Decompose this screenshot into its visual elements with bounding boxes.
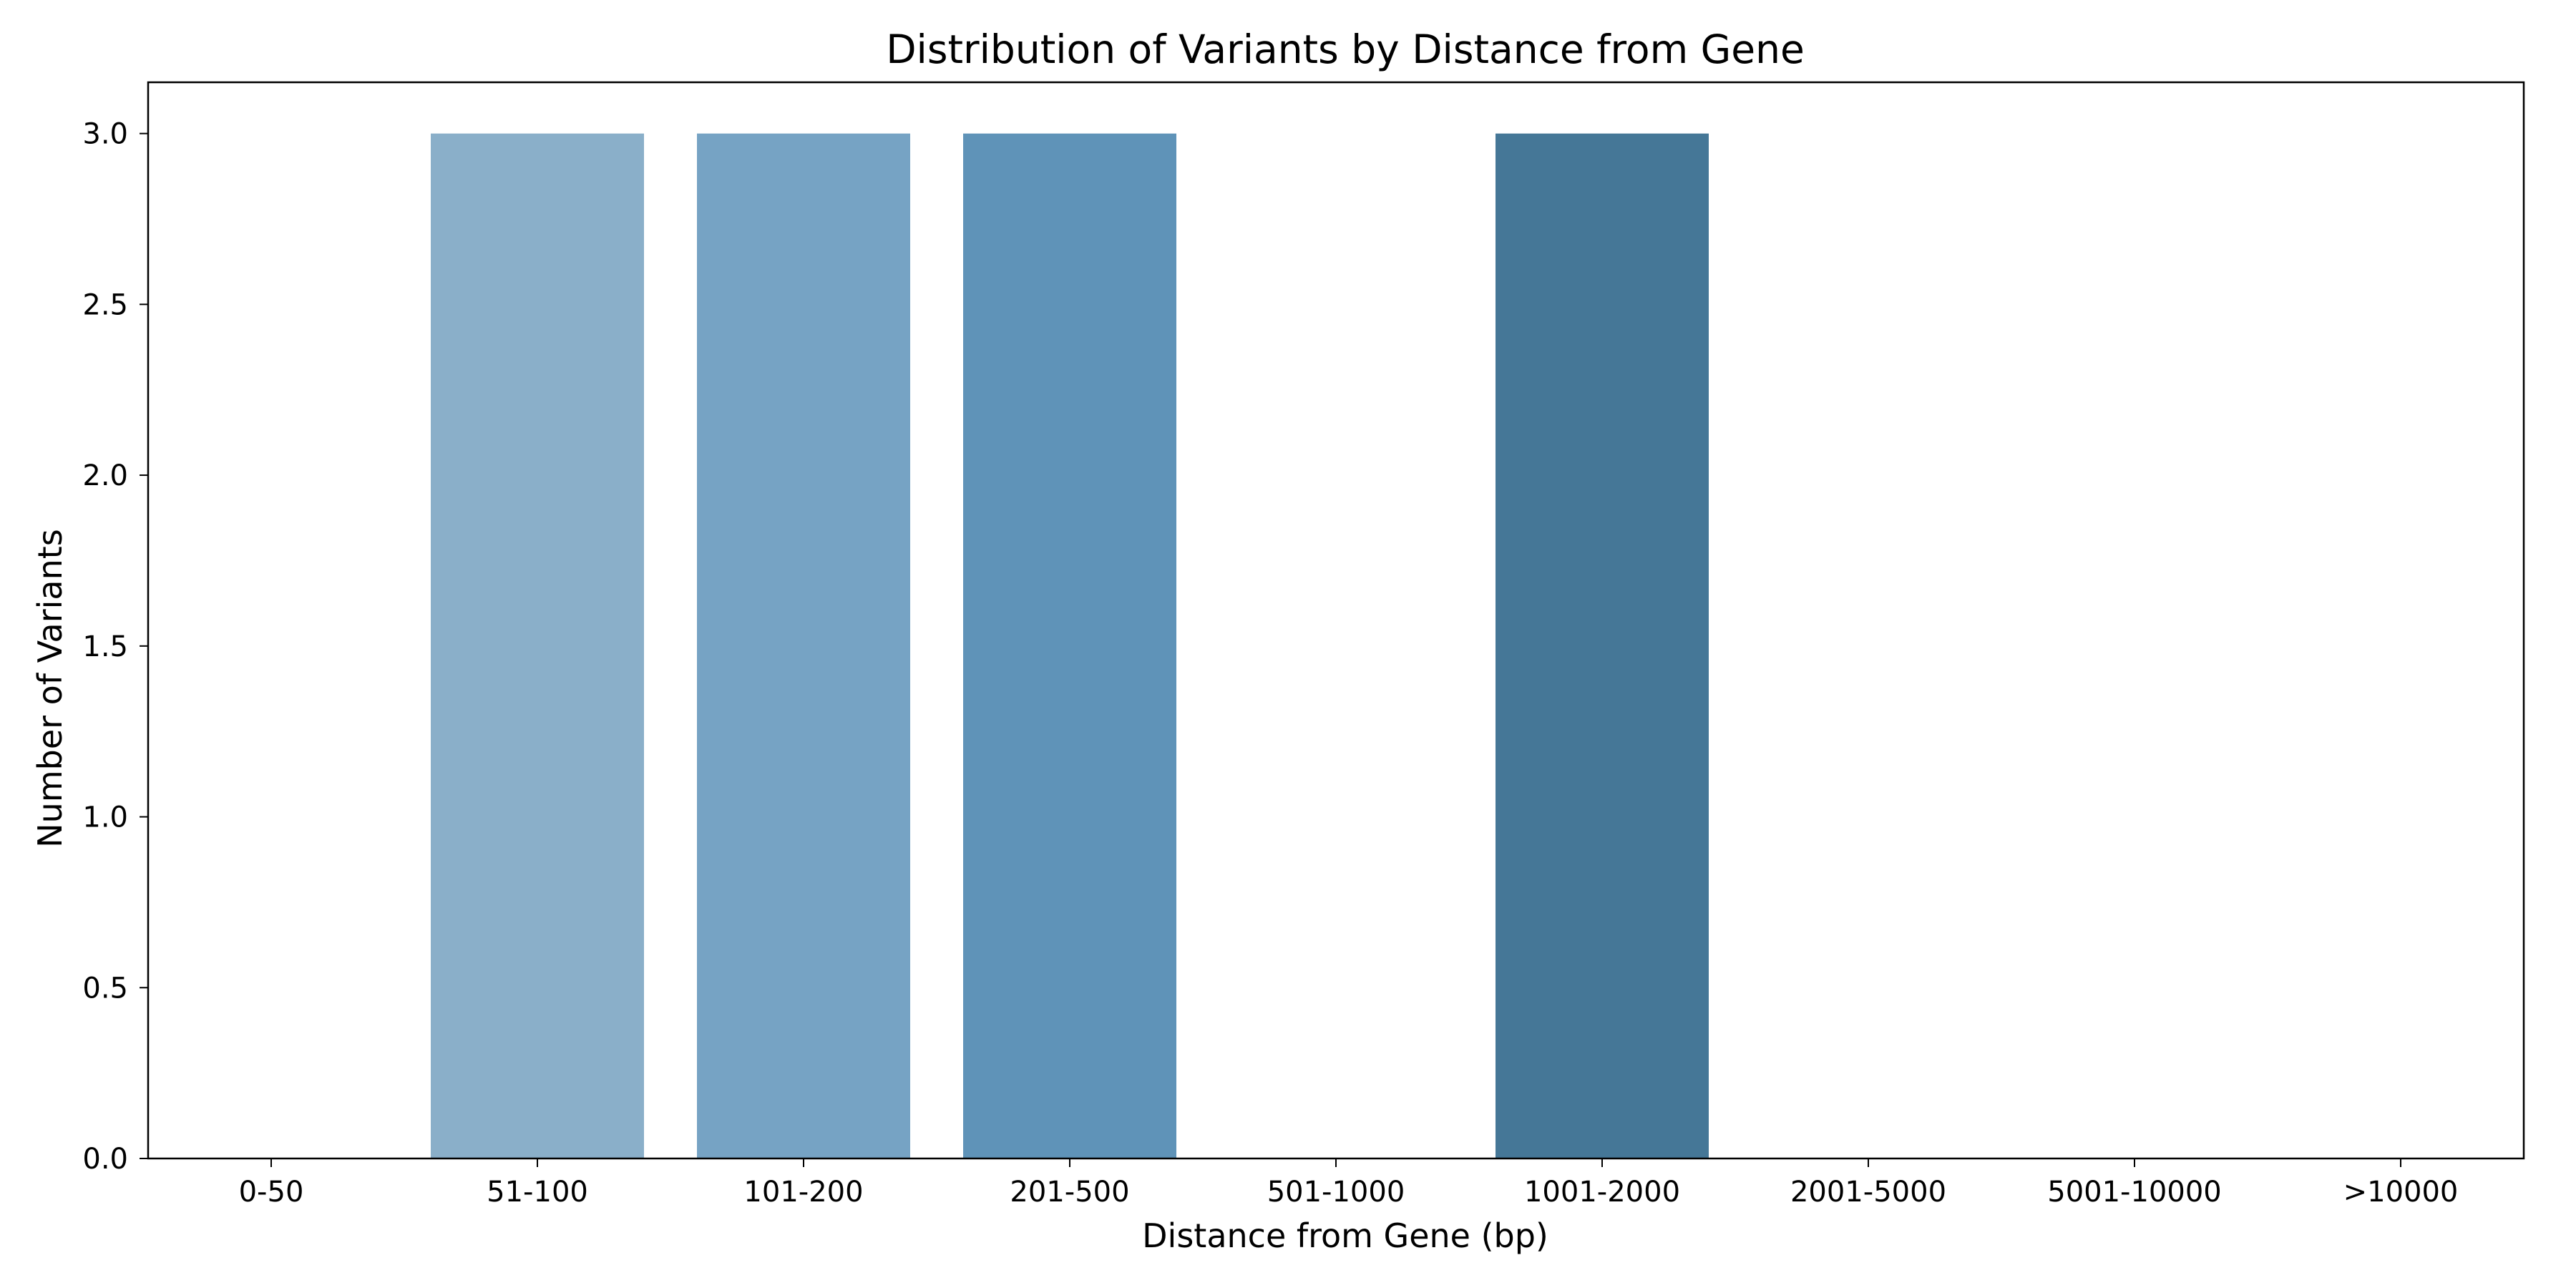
bar-201-500 [963, 133, 1176, 1159]
y-tick-label: 0.5 [82, 972, 128, 1005]
x-tick-label: 2001-5000 [1790, 1176, 1946, 1209]
x-tick-label: 1001-2000 [1524, 1176, 1680, 1209]
x-tick-label: 5001-10000 [2047, 1176, 2221, 1209]
bar-101-200 [697, 133, 910, 1159]
x-tick-label: 51-100 [487, 1176, 588, 1209]
x-tick-label: >10000 [2343, 1176, 2459, 1209]
x-tick-label: 101-200 [743, 1176, 863, 1209]
plot-frame [147, 81, 2525, 1160]
y-tick-label: 3.0 [82, 118, 128, 151]
y-axis-label: Number of Variants [31, 529, 69, 848]
x-tick-label: 501-1000 [1267, 1176, 1405, 1209]
bars-group [431, 133, 1709, 1159]
x-axis-ticks: 0-50 51-100 101-200 201-500 501-1000 1001-200… [239, 1158, 2459, 1209]
y-tick-label: 1.5 [82, 630, 128, 663]
y-axis-ticks: 0.0 0.5 1.0 1.5 2.0 2.5 3.0 [82, 118, 148, 1176]
x-tick-label: 0-50 [239, 1176, 304, 1209]
bar-51-100 [431, 133, 644, 1159]
bar-1001-2000 [1496, 133, 1709, 1159]
y-tick-label: 0.0 [82, 1143, 128, 1176]
chart-title: Distribution of Variants by Distance fro… [886, 26, 1805, 72]
y-tick-label: 1.0 [82, 801, 128, 834]
y-tick-label: 2.0 [82, 459, 128, 492]
y-tick-label: 2.5 [82, 288, 128, 321]
x-tick-label: 201-500 [1010, 1176, 1129, 1209]
x-axis-label: Distance from Gene (bp) [1142, 1216, 1548, 1255]
